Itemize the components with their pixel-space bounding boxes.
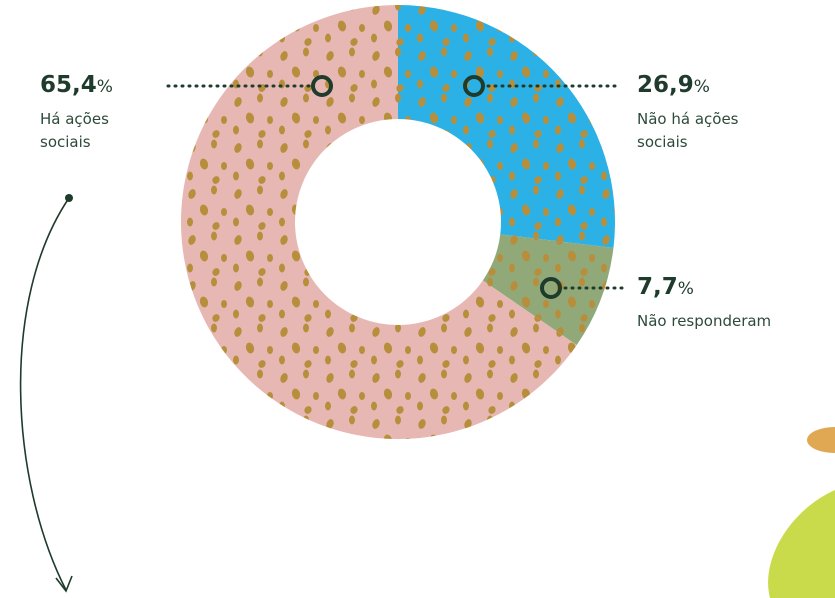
leader-dot xyxy=(463,75,485,97)
category-label: Não há ações sociais xyxy=(637,110,739,151)
value-label: 7,7 xyxy=(637,274,678,300)
unit: % xyxy=(96,77,113,97)
decoration xyxy=(768,490,835,598)
value-label: 65,4 xyxy=(40,72,97,98)
unit: % xyxy=(677,279,694,299)
leader-dot xyxy=(311,75,333,97)
unit: % xyxy=(693,77,710,97)
arrow xyxy=(19,197,70,591)
category-label: Não responderam xyxy=(637,312,772,330)
arrow-head xyxy=(55,575,73,593)
category-label: Há ações sociais xyxy=(40,110,109,151)
label: 65,4% Há ações sociais xyxy=(40,72,150,154)
label: 7,7% Não responderam xyxy=(637,274,835,333)
leaders xyxy=(166,84,624,290)
decoration xyxy=(807,427,835,453)
leader-dot xyxy=(540,277,562,299)
label: 26,9% Não há ações sociais xyxy=(637,72,777,154)
value-label: 26,9 xyxy=(637,72,694,98)
donut-hole xyxy=(295,119,501,325)
